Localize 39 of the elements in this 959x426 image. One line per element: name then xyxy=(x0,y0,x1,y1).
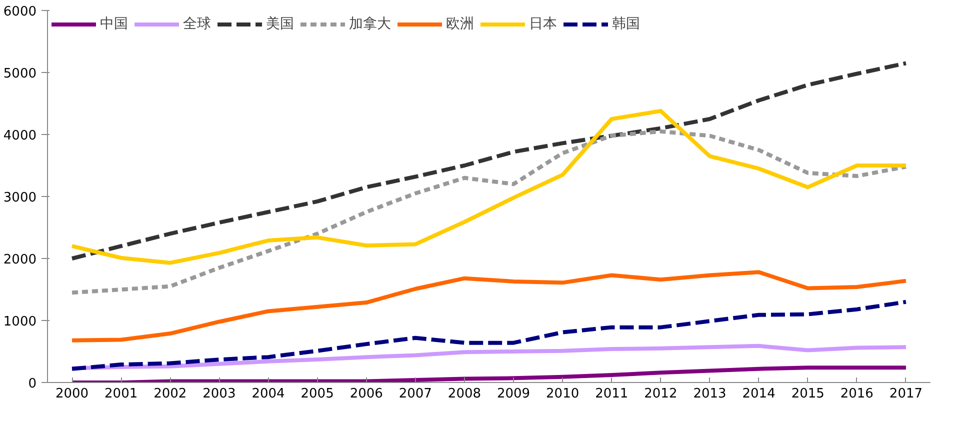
legend-label: 韩国 xyxy=(612,15,640,33)
x-tick-label: 2013 xyxy=(693,386,726,402)
x-tick-label: 2000 xyxy=(55,386,89,402)
line-series xyxy=(70,129,908,295)
y-tick-label: 1000 xyxy=(3,314,37,330)
x-tick-label: 2015 xyxy=(791,386,824,402)
legend-label: 中国 xyxy=(100,15,128,33)
x-tick-label: 2011 xyxy=(595,386,628,402)
x-tick-label: 2006 xyxy=(350,386,383,402)
x-tick-label: 2016 xyxy=(840,386,874,402)
line-series xyxy=(70,366,908,382)
x-tick-label: 2008 xyxy=(448,386,482,402)
x-tick-label: 2002 xyxy=(154,386,187,402)
line-series xyxy=(70,108,908,265)
x-tick-label: 2005 xyxy=(300,386,334,402)
x-tick-label: 2007 xyxy=(398,386,432,402)
legend-label: 加拿大 xyxy=(349,15,391,33)
line-series xyxy=(70,61,908,260)
x-tick-label: 2014 xyxy=(742,386,776,402)
line-series xyxy=(70,344,908,370)
x-tick-label: 2017 xyxy=(889,386,923,402)
y-tick-label: 0 xyxy=(28,376,37,392)
legend-label: 欧洲 xyxy=(446,15,474,33)
x-tick-label: 2012 xyxy=(644,386,678,402)
legend-label: 日本 xyxy=(529,15,557,33)
y-tick-label: 5000 xyxy=(3,66,37,82)
x-tick-label: 2010 xyxy=(546,386,580,402)
x-tick-label: 2004 xyxy=(252,386,285,402)
y-tick-label: 4000 xyxy=(3,128,37,144)
y-tick-label: 6000 xyxy=(3,4,37,20)
x-tick-label: 2003 xyxy=(202,386,236,402)
line-series xyxy=(70,300,908,371)
x-tick-label: 2009 xyxy=(496,386,530,402)
legend-label: 美国 xyxy=(266,15,294,33)
legend-label: 全球 xyxy=(183,15,211,33)
y-tick-label: 2000 xyxy=(3,252,37,268)
x-tick-label: 2001 xyxy=(104,386,138,402)
line-series xyxy=(70,270,908,342)
y-tick-label: 3000 xyxy=(3,190,37,206)
